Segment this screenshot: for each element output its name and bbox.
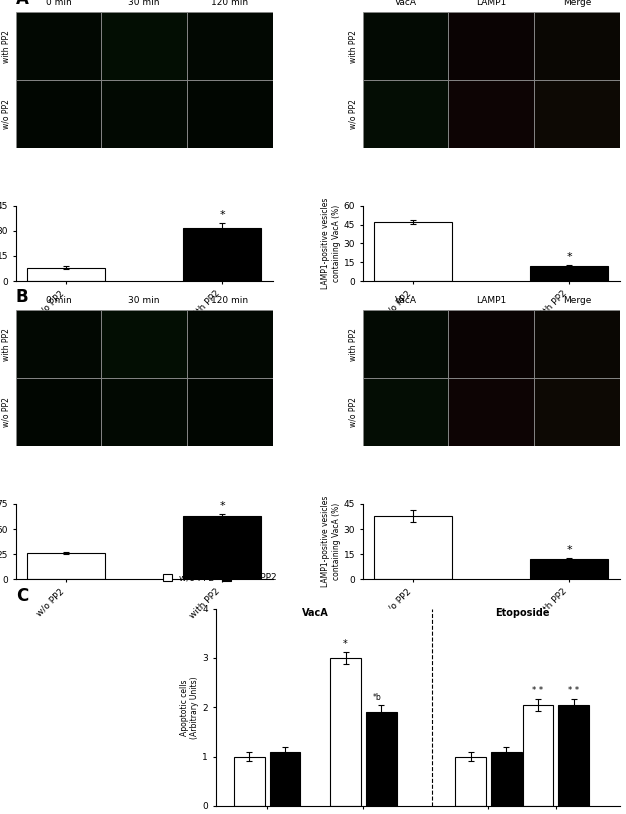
- Text: 30 min: 30 min: [128, 0, 160, 7]
- Bar: [187, 379, 273, 446]
- Bar: [362, 310, 448, 379]
- Bar: [534, 379, 620, 446]
- Text: 0 min: 0 min: [46, 296, 71, 305]
- Text: with PP2: with PP2: [1, 328, 11, 361]
- Bar: [374, 222, 452, 281]
- Bar: [187, 12, 273, 80]
- Text: *: *: [219, 210, 225, 221]
- Bar: [330, 658, 361, 806]
- Bar: [101, 379, 187, 446]
- Y-axis label: LAMP1-positive vesicles
containing VacA (%): LAMP1-positive vesicles containing VacA …: [321, 496, 341, 588]
- Text: VacA: VacA: [394, 0, 416, 7]
- Text: w/o PP2: w/o PP2: [1, 397, 11, 427]
- Bar: [366, 712, 396, 806]
- Bar: [187, 80, 273, 148]
- Bar: [183, 227, 261, 281]
- Bar: [455, 756, 486, 806]
- Legend: w/o PP2, with PP2: w/o PP2, with PP2: [160, 570, 280, 586]
- Bar: [534, 12, 620, 80]
- Text: Merge: Merge: [563, 296, 591, 305]
- Bar: [448, 80, 534, 148]
- Bar: [374, 516, 452, 580]
- Bar: [448, 379, 534, 446]
- Bar: [187, 310, 273, 379]
- Text: w/o PP2: w/o PP2: [349, 397, 357, 427]
- Text: C: C: [16, 587, 28, 605]
- Bar: [534, 310, 620, 379]
- Text: w/o PP2: w/o PP2: [1, 99, 11, 129]
- Bar: [448, 310, 534, 379]
- Text: Etoposide: Etoposide: [495, 608, 550, 618]
- Text: with PP2: with PP2: [349, 328, 357, 361]
- Text: with PP2: with PP2: [349, 29, 357, 63]
- Bar: [448, 12, 534, 80]
- Bar: [523, 705, 553, 806]
- Bar: [234, 756, 265, 806]
- Bar: [534, 80, 620, 148]
- Bar: [270, 751, 300, 806]
- Bar: [530, 266, 608, 281]
- Bar: [101, 80, 187, 148]
- Bar: [558, 705, 589, 806]
- Text: w/o PP2: w/o PP2: [349, 99, 357, 129]
- Bar: [28, 268, 105, 281]
- Bar: [28, 554, 105, 580]
- Y-axis label: LAMP1-positive vesicles
containing VacA (%): LAMP1-positive vesicles containing VacA …: [321, 198, 341, 289]
- Text: 0 min: 0 min: [46, 0, 71, 7]
- Text: *: *: [343, 639, 348, 649]
- Bar: [16, 379, 101, 446]
- Text: with PP2: with PP2: [1, 29, 11, 63]
- Bar: [16, 310, 101, 379]
- Text: VacA: VacA: [394, 296, 416, 305]
- Bar: [530, 559, 608, 580]
- Bar: [16, 12, 101, 80]
- Text: LAMP1: LAMP1: [476, 296, 506, 305]
- Bar: [16, 80, 101, 148]
- Bar: [101, 12, 187, 80]
- Bar: [183, 516, 261, 580]
- Text: 30 min: 30 min: [128, 296, 160, 305]
- Y-axis label: Apoptotic cells
(Arbitrary Units): Apoptotic cells (Arbitrary Units): [180, 676, 200, 738]
- Text: 120 min: 120 min: [212, 296, 249, 305]
- Text: B: B: [16, 288, 28, 306]
- Text: *: *: [219, 501, 225, 511]
- Bar: [101, 310, 187, 379]
- Text: VacA: VacA: [302, 608, 329, 618]
- Text: *: *: [567, 545, 572, 554]
- Bar: [362, 80, 448, 148]
- Text: LAMP1: LAMP1: [476, 0, 506, 7]
- Text: 120 min: 120 min: [212, 0, 249, 7]
- Bar: [491, 751, 521, 806]
- Text: A: A: [16, 0, 29, 8]
- Text: *b: *b: [373, 694, 382, 702]
- Text: * *: * *: [532, 686, 543, 695]
- Bar: [362, 379, 448, 446]
- Bar: [362, 12, 448, 80]
- Text: * *: * *: [568, 686, 579, 695]
- Text: *: *: [567, 252, 572, 262]
- Text: Merge: Merge: [563, 0, 591, 7]
